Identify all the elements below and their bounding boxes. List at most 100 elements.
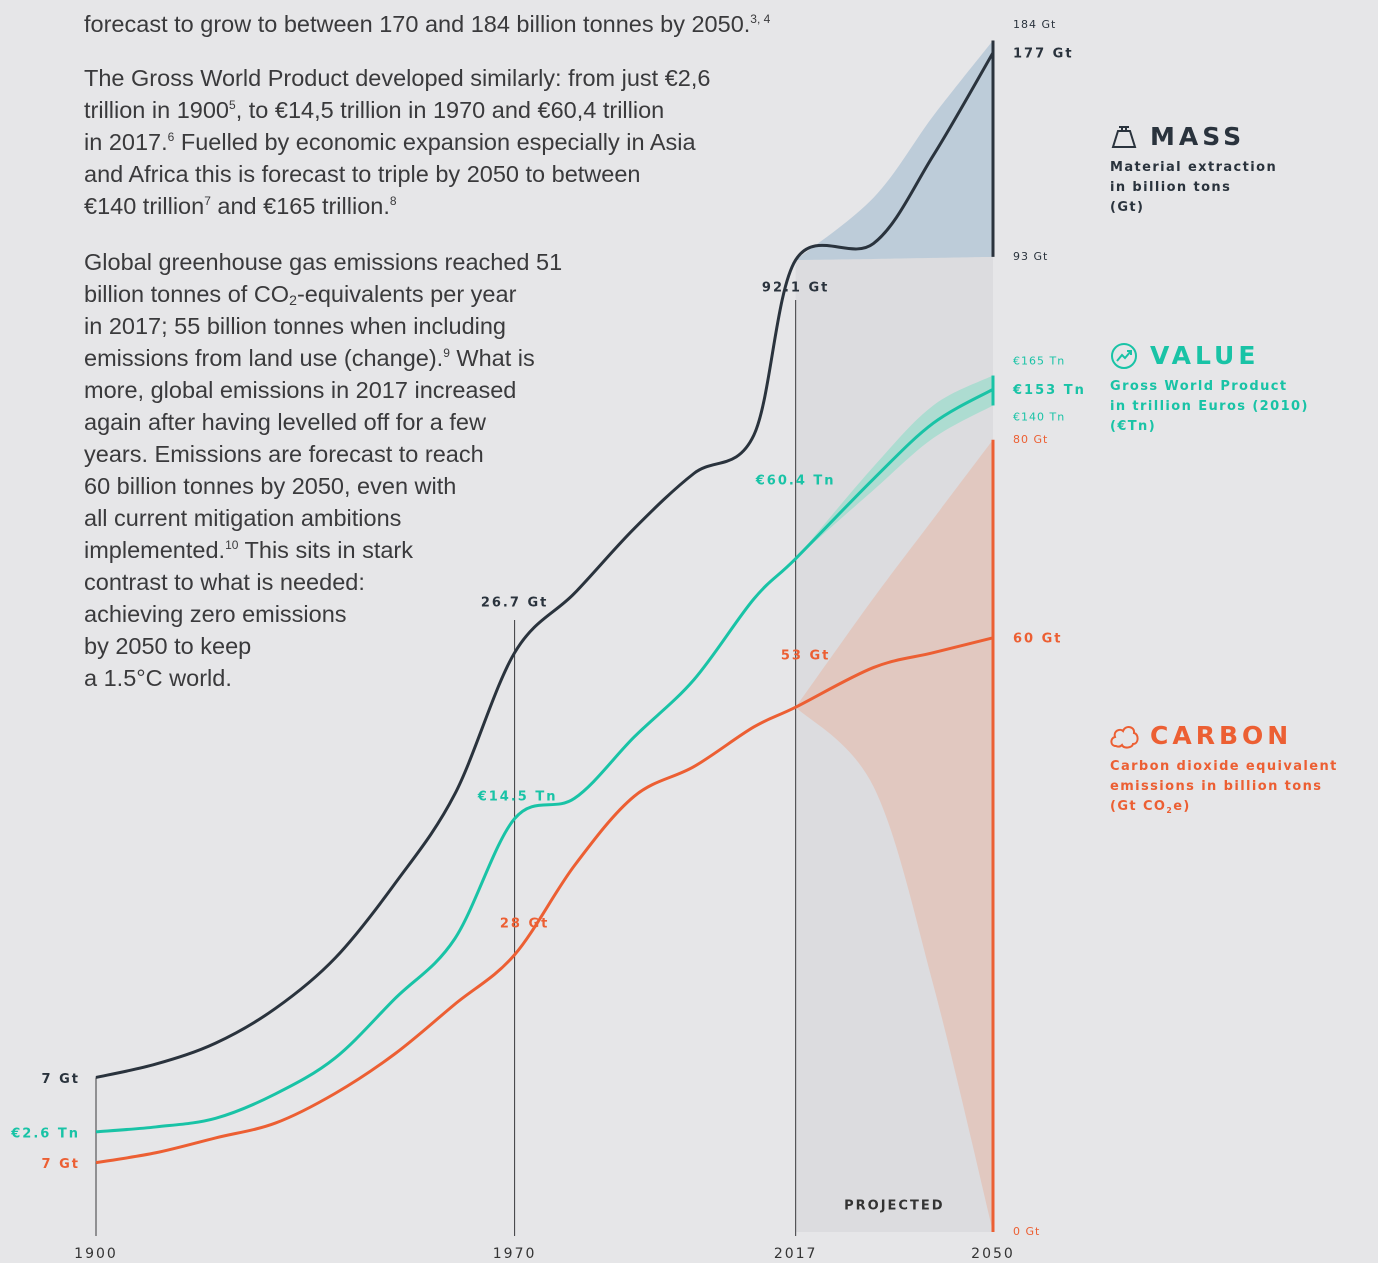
range-label: 0 Gt — [1013, 1225, 1040, 1238]
text-run: (Gt) — [1110, 200, 1145, 215]
text-run: achieving zero emissions — [84, 601, 347, 627]
subscript: 2 — [289, 292, 297, 308]
data-label: 7 Gt — [42, 1072, 80, 1087]
text-run: contrast to what is needed: — [84, 569, 365, 595]
legend-description: (€Tn) — [1110, 417, 1156, 437]
text-run: in 2017; 55 billion tonnes when includin… — [84, 313, 507, 339]
text-run: more, global emissions in 2017 increased — [84, 377, 517, 403]
text-run: The Gross World Product developed simila… — [84, 65, 711, 91]
superscript: 3, 4 — [750, 12, 771, 26]
legend-title: VALUE — [1150, 341, 1260, 370]
x-tick-label: 2050 — [971, 1246, 1015, 1262]
text-line: contrast to what is needed: — [84, 566, 365, 598]
data-label: €60.4 Tn — [755, 474, 836, 489]
x-tick-label: 1970 — [493, 1246, 537, 1262]
text-line: again after having levelled off for a fe… — [84, 406, 486, 438]
range-band — [795, 375, 993, 559]
text-run: and Africa this is forecast to triple by… — [84, 161, 641, 187]
text-run: in 2017. — [84, 129, 168, 155]
data-label: 92.1 Gt — [762, 281, 830, 296]
text-line: achieving zero emissions — [84, 598, 347, 630]
text-run: all current mitigation ambitions — [84, 505, 402, 531]
text-run: emissions from land use (change). — [84, 345, 444, 371]
text-run: Carbon dioxide equivalent — [1110, 759, 1338, 774]
data-label: 7 Gt — [42, 1157, 80, 1172]
text-run: and €165 trillion. — [210, 193, 390, 219]
text-line: billion tonnes of CO2-equivalents per ye… — [84, 278, 516, 310]
legend-description: (Gt CO2e) — [1110, 797, 1191, 817]
projected-label: PROJECTED — [844, 1199, 944, 1214]
text-run: What is — [449, 345, 535, 371]
text-run: trillion in 1900 — [84, 97, 230, 123]
x-tick-label: 2017 — [774, 1246, 818, 1262]
legend-description: in billion tons — [1110, 178, 1231, 198]
superscript: 7 — [204, 194, 211, 208]
text-line: in 2017; 55 billion tonnes when includin… — [84, 310, 506, 342]
series-line — [95, 51, 995, 1079]
text-line: implemented.10 This sits in stark — [84, 534, 413, 566]
data-label: 60 Gt — [1013, 631, 1063, 646]
legend-description: in trillion Euros (2010) — [1110, 397, 1309, 417]
text-run: emissions in billion tons — [1110, 779, 1323, 794]
text-run: forecast to grow to between 170 and 184 … — [84, 11, 751, 37]
text-run: a 1.5°C world. — [84, 665, 232, 691]
data-label: 26.7 Gt — [481, 596, 549, 611]
text-line: Global greenhouse gas emissions reached … — [84, 246, 562, 278]
series-line — [95, 636, 994, 1165]
text-line: and Africa this is forecast to triple by… — [84, 158, 640, 190]
range-label: 184 Gt — [1013, 18, 1056, 31]
text-run: , to €14,5 trillion in 1970 and €60,4 tr… — [235, 97, 665, 123]
text-run: €140 trillion — [84, 193, 205, 219]
text-line: by 2050 to keep — [84, 630, 251, 662]
text-run: This sits in stark — [238, 537, 413, 563]
range-label: 80 Gt — [1013, 433, 1048, 446]
text-run: implemented. — [84, 537, 226, 563]
text-run: Gross World Product — [1110, 379, 1288, 394]
data-label: 177 Gt — [1013, 46, 1074, 61]
text-run: 60 billion tonnes by 2050, even with — [84, 473, 457, 499]
superscript: 10 — [225, 538, 239, 552]
value-icon — [1111, 343, 1137, 369]
text-run: Global greenhouse gas emissions reached … — [84, 249, 563, 275]
text-run: in trillion Euros (2010) — [1110, 399, 1309, 414]
text-line: all current mitigation ambitions — [84, 502, 401, 534]
superscript: 5 — [229, 98, 236, 112]
text-run: e) — [1173, 799, 1191, 814]
text-run: Material extraction — [1110, 160, 1278, 175]
range-label: €140 Tn — [1013, 410, 1065, 423]
text-line: The Gross World Product developed simila… — [84, 62, 710, 94]
text-line: in 2017.6 Fuelled by economic expansion … — [84, 126, 696, 158]
text-line: trillion in 19005, to €14,5 trillion in … — [84, 94, 664, 126]
range-band — [795, 40, 993, 260]
text-run: in billion tons — [1110, 180, 1232, 195]
text-line: a 1.5°C world. — [84, 662, 232, 694]
legend-title: MASS — [1150, 122, 1246, 151]
legend-description: emissions in billion tons — [1110, 777, 1322, 797]
x-tick-label: 1900 — [74, 1246, 118, 1262]
text-run: Fuelled by economic expansion especially… — [174, 129, 696, 155]
text-line: years. Emissions are forecast to reach — [84, 438, 484, 470]
text-run: -equivalents per year — [296, 281, 517, 307]
superscript: 8 — [389, 194, 397, 208]
text-run: billion tonnes of CO — [84, 281, 290, 307]
text-line: forecast to grow to between 170 and 184 … — [84, 8, 770, 40]
text-line: €140 trillion7 and €165 trillion.8 — [84, 190, 397, 222]
text-line: 60 billion tonnes by 2050, even with — [84, 470, 456, 502]
series-line — [95, 387, 994, 1134]
text-line: more, global emissions in 2017 increased — [84, 374, 516, 406]
carbon-icon — [1110, 726, 1139, 749]
subscript: 2 — [1166, 806, 1174, 815]
mass-icon — [1111, 126, 1137, 148]
data-label: €2.6 Tn — [10, 1126, 80, 1141]
range-label: 93 Gt — [1013, 250, 1048, 263]
superscript: 9 — [443, 346, 450, 360]
text-run: again after having levelled off for a fe… — [84, 409, 486, 435]
range-label: €165 Tn — [1013, 354, 1065, 367]
legend-description: Gross World Product — [1110, 377, 1287, 397]
data-label: €14.5 Tn — [477, 790, 558, 805]
legend-description: Material extraction — [1110, 158, 1277, 178]
legend-title: CARBON — [1150, 721, 1293, 750]
text-run: (€Tn) — [1110, 419, 1157, 434]
